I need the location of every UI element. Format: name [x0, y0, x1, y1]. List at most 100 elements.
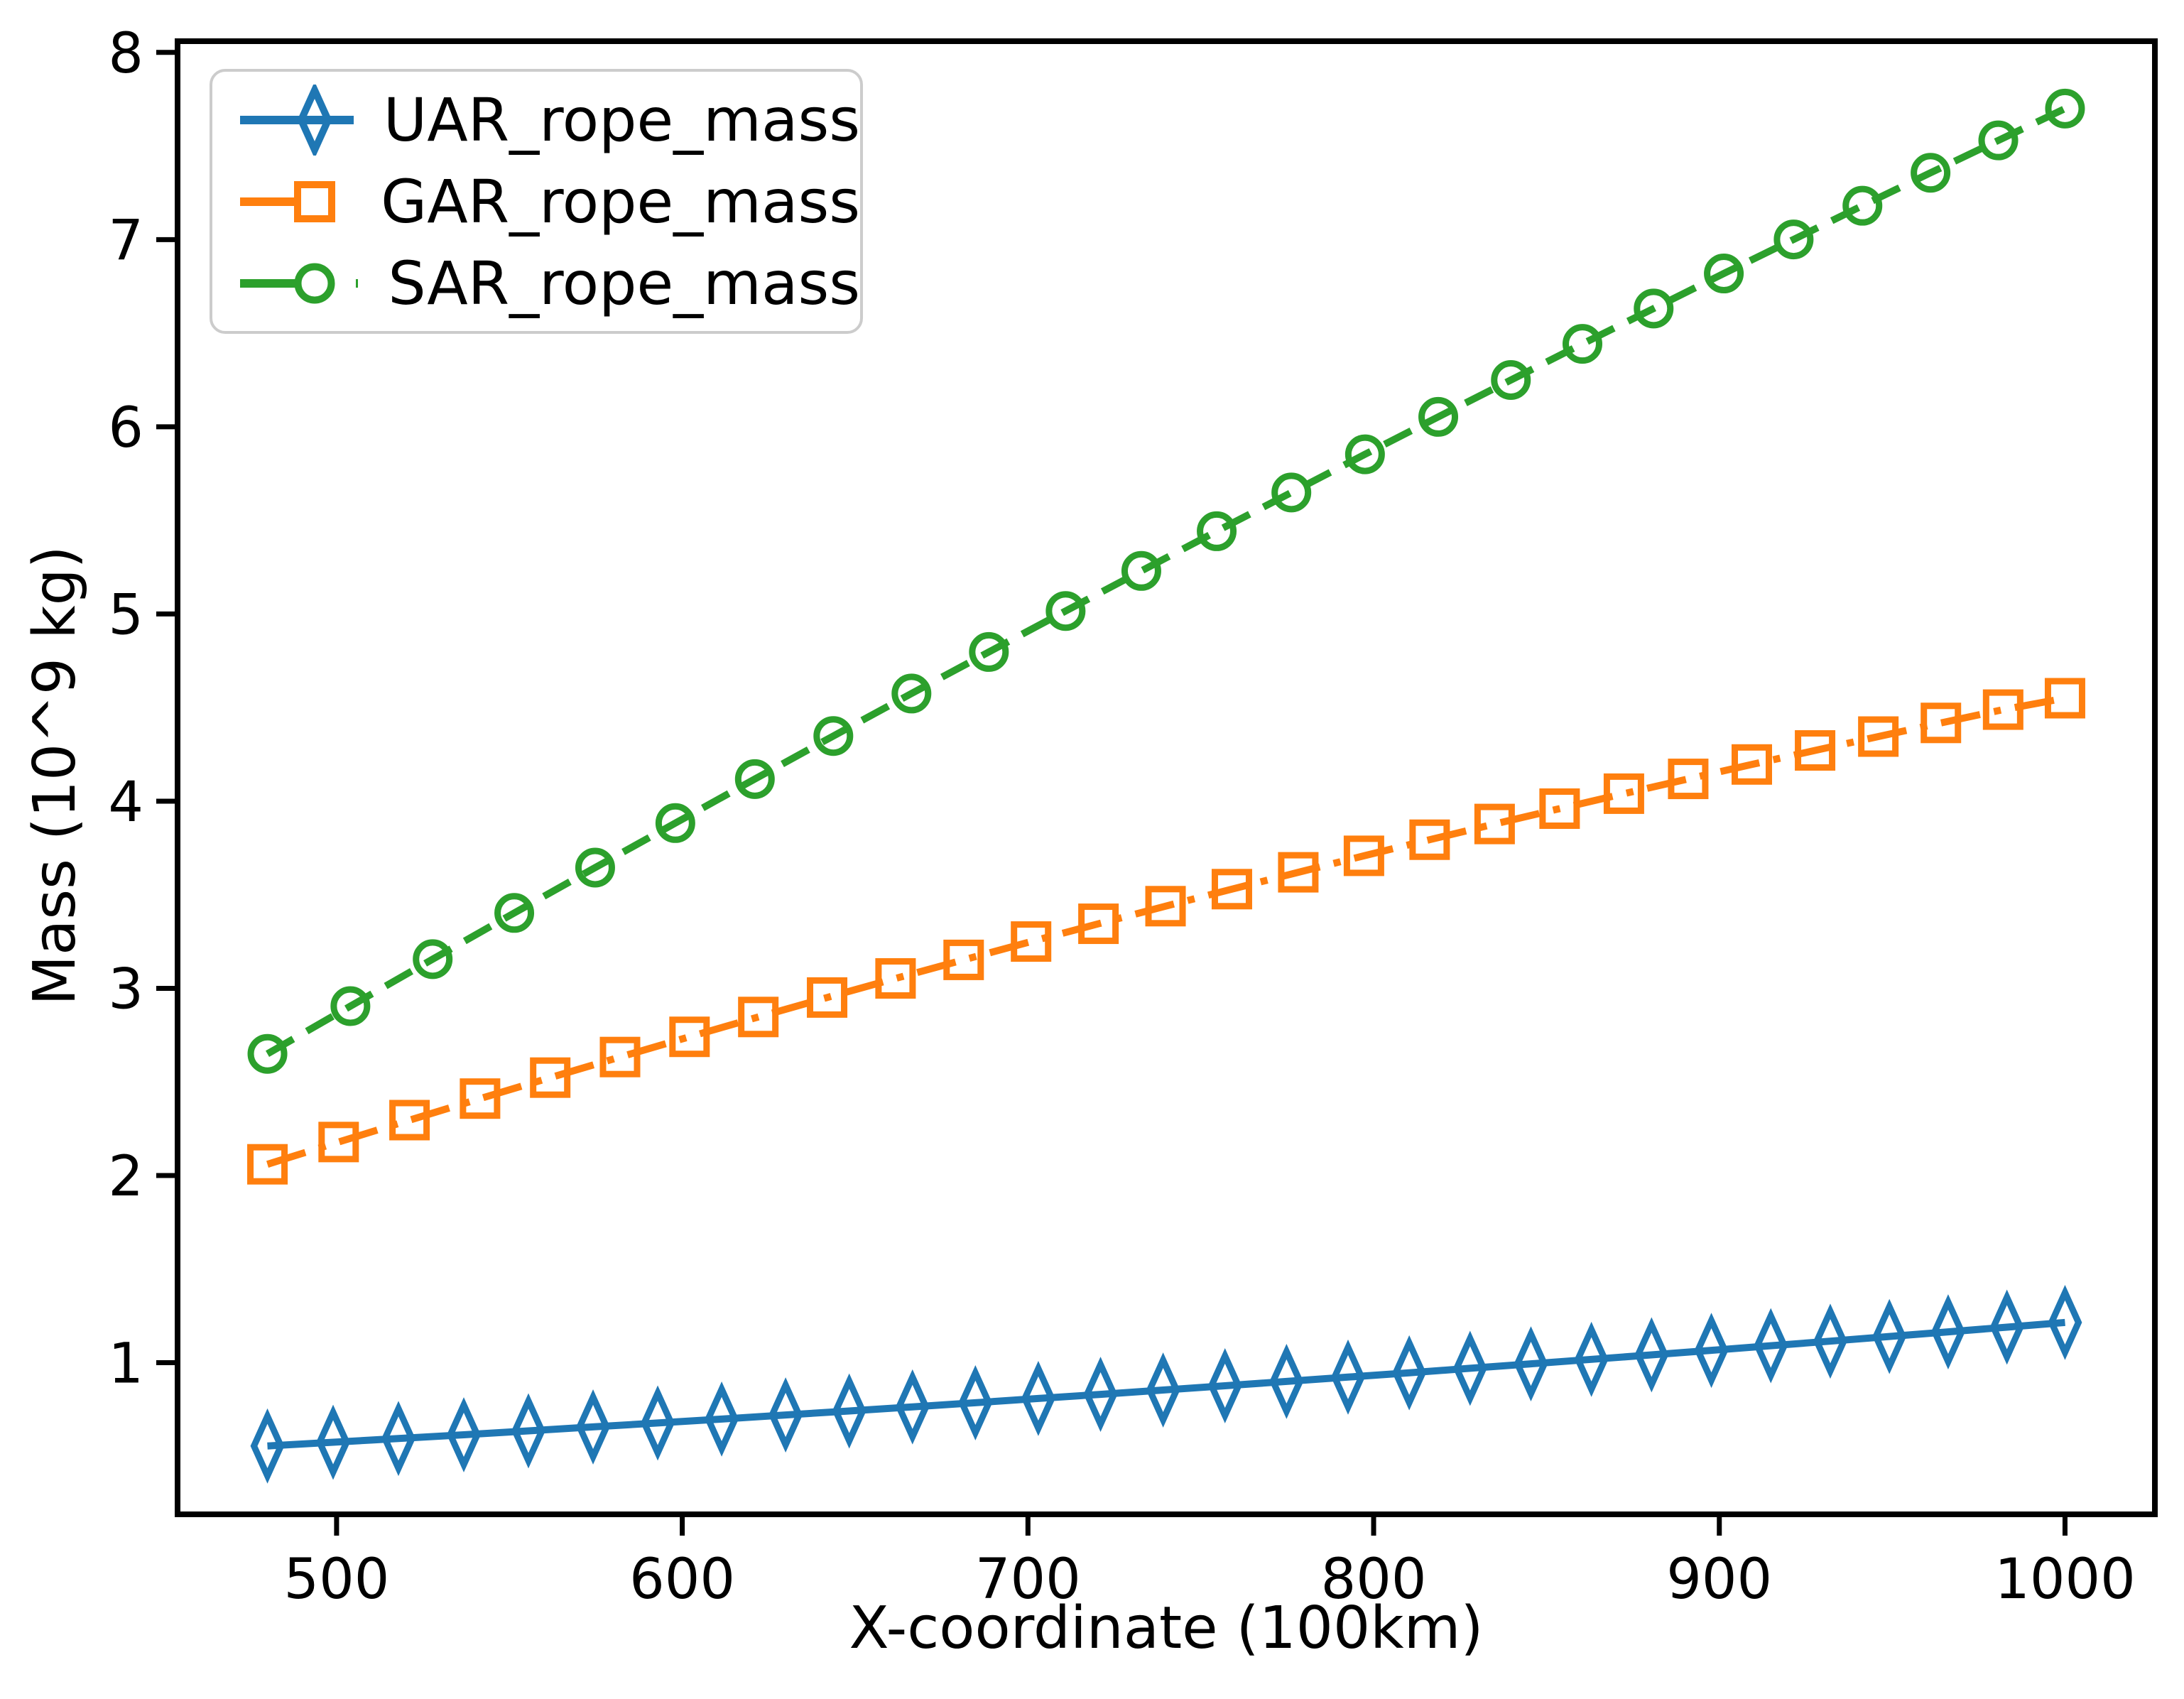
thin-diamond-marker-icon — [1872, 1298, 1907, 1374]
square-marker-icon — [599, 1036, 641, 1078]
thin-diamond-marker-icon — [511, 1393, 545, 1469]
thin-diamond-marker-icon — [1754, 1308, 1788, 1384]
circle-marker-icon — [734, 759, 775, 799]
legend-uar-line-marker-icon — [240, 84, 354, 156]
thin-diamond-marker-icon — [1392, 1335, 1427, 1411]
circle-marker-icon — [247, 1033, 288, 1074]
square-marker-icon — [1982, 689, 2023, 730]
legend-label: GAR_rope_mass — [381, 166, 860, 237]
y-tick-label: 1 — [108, 1332, 143, 1396]
square-marker-icon — [318, 1122, 359, 1163]
y-tick-label: 3 — [108, 957, 143, 1021]
square-marker-icon — [943, 939, 984, 980]
square-marker-icon — [1795, 730, 1836, 771]
thin-diamond-marker-icon — [1931, 1294, 1965, 1369]
square-marker-icon — [1409, 819, 1450, 860]
square-marker-icon — [2044, 678, 2085, 719]
circle-marker-icon — [655, 803, 695, 843]
thin-diamond-marker-icon — [2048, 1284, 2082, 1360]
circle-marker-icon — [1842, 185, 1883, 226]
square-marker-icon — [1474, 803, 1515, 845]
square-marker-icon — [530, 1057, 571, 1098]
circle-marker-icon — [969, 631, 1009, 672]
circle-marker-icon — [1634, 288, 1674, 329]
circle-marker-icon — [413, 939, 453, 979]
legend-entry-gar: GAR_rope_mass — [237, 162, 860, 241]
y-tick-label: 8 — [108, 22, 143, 86]
circle-marker-icon — [330, 986, 371, 1026]
thin-diamond-marker-icon — [316, 1404, 350, 1480]
circle-marker-icon — [813, 716, 854, 756]
circle-marker-icon — [1344, 434, 1385, 474]
legend-label: SAR_rope_mass — [388, 248, 860, 318]
thin-diamond-marker-icon — [576, 1389, 610, 1465]
plot-area-border — [175, 38, 2158, 1517]
square-marker-icon — [294, 180, 335, 222]
thin-diamond-marker-icon — [1331, 1339, 1365, 1415]
thin-diamond-marker-icon — [1083, 1357, 1118, 1432]
circle-marker-icon — [1197, 511, 1237, 551]
legend: UAR_rope_mass GAR_rope_mass SAR_rope_mas… — [210, 69, 863, 334]
thin-diamond-marker-icon — [1269, 1343, 1304, 1419]
square-marker-icon — [1011, 921, 1052, 962]
x-tick-label: 900 — [1666, 1548, 1772, 1612]
thin-diamond-marker-icon — [641, 1385, 675, 1461]
square-marker-icon — [1211, 869, 1252, 910]
series-SAR_rope_mass — [247, 88, 2085, 1074]
square-marker-icon — [460, 1078, 501, 1119]
x-tick-label: 600 — [629, 1548, 735, 1612]
square-marker-icon — [1603, 773, 1644, 814]
circle-marker-icon — [1491, 359, 1531, 400]
circle-marker-icon — [1911, 153, 1951, 193]
thin-diamond-marker-icon — [1574, 1321, 1609, 1397]
circle-marker-icon — [2045, 88, 2085, 129]
thin-diamond-marker-icon — [1694, 1313, 1729, 1389]
thin-diamond-marker-icon — [447, 1397, 481, 1472]
thin-diamond-marker-icon — [832, 1373, 866, 1449]
thin-diamond-marker-icon — [1207, 1348, 1242, 1423]
square-marker-icon — [1731, 744, 1772, 785]
thin-diamond-marker-icon — [705, 1381, 739, 1457]
series-GAR_rope_mass — [247, 678, 2085, 1185]
square-marker-icon — [738, 997, 779, 1038]
thin-diamond-marker-icon — [768, 1377, 803, 1453]
thin-diamond-marker-icon — [250, 1408, 285, 1484]
thin-diamond-marker-icon — [1146, 1352, 1180, 1428]
square-marker-icon — [1078, 903, 1119, 945]
thin-diamond-marker-icon — [1634, 1317, 1669, 1393]
thin-diamond-marker-icon — [958, 1365, 993, 1440]
circle-marker-icon — [575, 847, 615, 888]
square-marker-icon — [807, 977, 848, 1018]
thin-diamond-marker-icon — [1452, 1330, 1487, 1406]
thin-diamond-marker-icon — [1021, 1360, 1055, 1436]
x-axis-label: X-coordinate (100km) — [849, 1595, 1484, 1662]
y-tick-label: 7 — [108, 209, 143, 273]
square-marker-icon — [1539, 788, 1580, 829]
circle-marker-icon — [1271, 472, 1312, 513]
legend-gar-line-marker-icon — [240, 180, 335, 222]
square-marker-icon — [247, 1144, 288, 1185]
square-marker-icon — [1920, 702, 1962, 744]
x-tick-label: 1000 — [1994, 1548, 2136, 1612]
square-marker-icon — [389, 1100, 430, 1141]
circle-marker-icon — [494, 893, 535, 933]
square-marker-icon — [1858, 716, 1899, 757]
circle-marker-icon — [1121, 550, 1161, 591]
y-axis-label: Mass (10^9 kg) — [21, 545, 89, 1006]
series-line — [266, 695, 2066, 1168]
circle-marker-icon — [1978, 120, 2019, 161]
circle-marker-icon — [1563, 324, 1603, 364]
circle-marker-icon — [294, 263, 335, 303]
thin-diamond-marker-icon — [895, 1369, 930, 1445]
thin-diamond-marker-icon — [1813, 1303, 1847, 1379]
circle-marker-icon — [1773, 219, 1814, 260]
legend-entry-uar: UAR_rope_mass — [237, 80, 860, 160]
square-marker-icon — [1668, 759, 1709, 800]
legend-entry-sar: SAR_rope_mass — [237, 244, 860, 323]
circle-marker-icon — [1045, 591, 1086, 631]
y-tick-label: 5 — [108, 583, 143, 647]
square-marker-icon — [1278, 852, 1319, 893]
square-marker-icon — [875, 958, 916, 999]
x-tick-label: 500 — [283, 1548, 389, 1612]
